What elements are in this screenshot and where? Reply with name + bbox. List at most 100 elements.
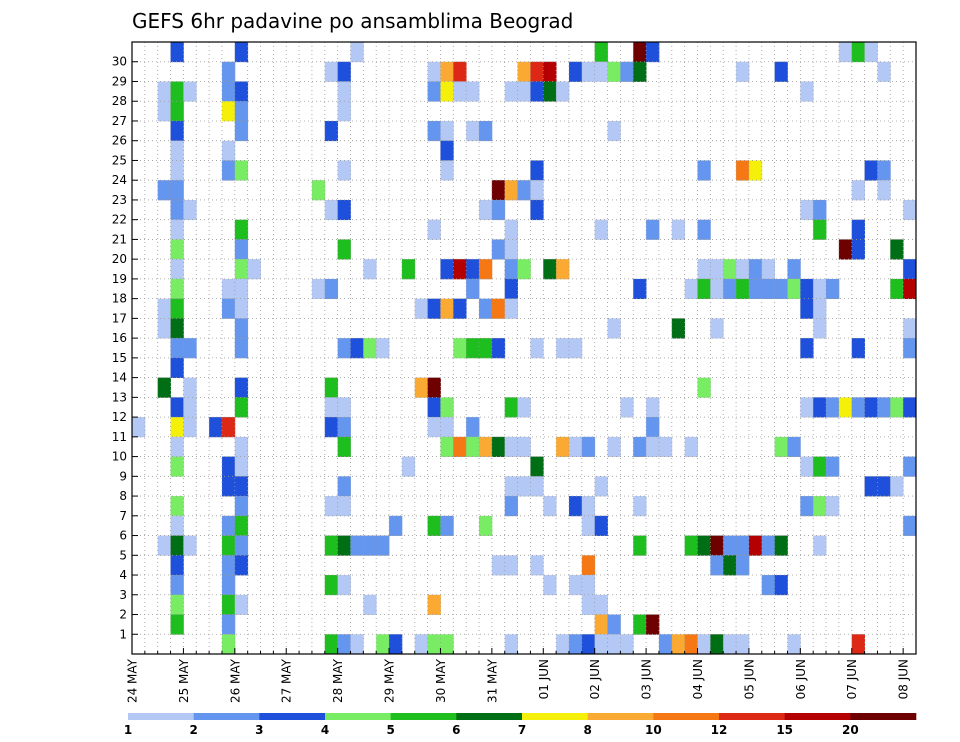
data-cell (723, 555, 737, 576)
data-cell (736, 278, 750, 300)
data-cell (234, 377, 249, 398)
data-cell (157, 101, 171, 122)
data-cell (337, 436, 351, 457)
data-cell (813, 535, 827, 556)
data-cell (607, 614, 621, 635)
data-cell (183, 338, 197, 359)
x-tick-label: 27 MAY (280, 658, 294, 703)
data-cell (903, 456, 917, 477)
data-cell (504, 298, 518, 319)
data-cell (247, 259, 261, 280)
data-cell (851, 219, 865, 240)
colorbar-label: 15 (776, 723, 793, 737)
data-cell (761, 535, 776, 556)
colorbar-label: 3 (255, 723, 263, 737)
data-cell (813, 278, 827, 300)
y-tick-label: 29 (112, 74, 127, 88)
data-cell (479, 298, 493, 319)
data-cell (157, 377, 171, 398)
data-cell (504, 278, 518, 300)
data-cell (170, 555, 184, 576)
data-cell (466, 417, 480, 438)
data-cell (864, 397, 878, 418)
data-cell (311, 180, 326, 201)
data-cell (633, 42, 647, 63)
data-cell (479, 259, 493, 280)
colorbar-swatch (522, 713, 588, 720)
data-cell (581, 575, 596, 596)
data-cell (697, 259, 711, 280)
data-cell (324, 417, 339, 438)
data-cell (774, 61, 788, 82)
data-cell (568, 496, 583, 517)
data-cell (324, 496, 339, 517)
data-cell (697, 219, 711, 240)
y-tick-label: 24 (112, 173, 127, 187)
data-cell (736, 555, 750, 576)
data-cell (170, 160, 184, 181)
data-cell (748, 278, 763, 300)
data-cell (556, 81, 570, 102)
data-cell (234, 515, 249, 536)
data-cell (607, 634, 621, 655)
colorbar-swatch (653, 713, 720, 720)
data-cell (221, 61, 236, 82)
colorbar-swatch (128, 713, 194, 720)
data-cell (324, 278, 339, 300)
data-cell (800, 199, 814, 221)
y-axis: 1234567891011121314151617181920212223242… (112, 55, 138, 641)
data-cell (851, 397, 865, 418)
data-cell (234, 456, 249, 477)
data-cell (466, 278, 480, 300)
data-cell (324, 120, 339, 142)
data-cell (813, 397, 827, 418)
data-cell (324, 575, 339, 596)
data-cell (221, 634, 236, 655)
data-cell (170, 357, 184, 379)
data-cell (581, 515, 596, 536)
data-cell (453, 338, 467, 359)
x-tick-label: 05 JUN (742, 659, 756, 699)
data-cell (890, 278, 904, 300)
data-cell (491, 436, 506, 457)
data-cell (736, 634, 750, 655)
data-cell (157, 298, 171, 319)
colorbar-swatch (193, 713, 260, 720)
x-tick-label: 06 JUN (794, 659, 808, 699)
data-cell (787, 634, 801, 655)
data-cell (504, 436, 518, 457)
data-cell (530, 456, 544, 477)
data-cell (851, 42, 865, 63)
data-cell (710, 259, 724, 280)
data-cell (684, 634, 698, 655)
data-cell (170, 417, 184, 438)
data-cell (157, 535, 171, 556)
data-cell (337, 338, 351, 359)
y-tick-label: 2 (119, 608, 127, 622)
data-cell (453, 81, 467, 102)
data-cell (324, 199, 339, 221)
data-cell (427, 397, 441, 418)
data-cell (607, 61, 621, 82)
x-tick-label: 29 MAY (383, 658, 397, 703)
data-cell (813, 496, 827, 517)
data-cell (504, 555, 518, 576)
y-tick-label: 15 (112, 351, 127, 365)
data-cell (504, 397, 518, 418)
data-cell (697, 535, 711, 556)
data-cell (877, 160, 891, 181)
data-cell (581, 594, 596, 615)
data-cell (736, 61, 750, 82)
data-cell (774, 535, 788, 556)
data-cell (851, 338, 865, 359)
data-cell (530, 81, 544, 102)
data-cell (813, 219, 827, 240)
x-tick-label: 01 JUN (537, 659, 551, 699)
data-cell (311, 278, 326, 300)
data-cell (440, 120, 454, 142)
data-cell (337, 496, 351, 517)
data-cell (774, 278, 788, 300)
colorbar-label: 20 (842, 723, 859, 737)
data-cell (543, 81, 557, 102)
data-cell (851, 634, 865, 655)
